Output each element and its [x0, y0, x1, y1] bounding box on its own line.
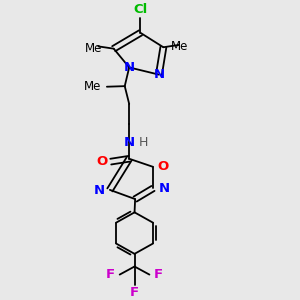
Text: H: H	[139, 136, 148, 148]
Text: N: N	[159, 182, 170, 195]
Text: Me: Me	[84, 80, 102, 93]
Text: Cl: Cl	[134, 3, 148, 16]
Text: F: F	[154, 268, 163, 281]
Text: N: N	[93, 184, 104, 197]
Text: N: N	[124, 61, 135, 74]
Text: F: F	[130, 286, 139, 299]
Text: O: O	[97, 155, 108, 168]
Text: O: O	[158, 160, 169, 173]
Text: Me: Me	[170, 40, 188, 53]
Text: Me: Me	[85, 42, 102, 55]
Text: N: N	[124, 136, 135, 148]
Text: N: N	[153, 68, 164, 81]
Text: F: F	[106, 268, 115, 281]
